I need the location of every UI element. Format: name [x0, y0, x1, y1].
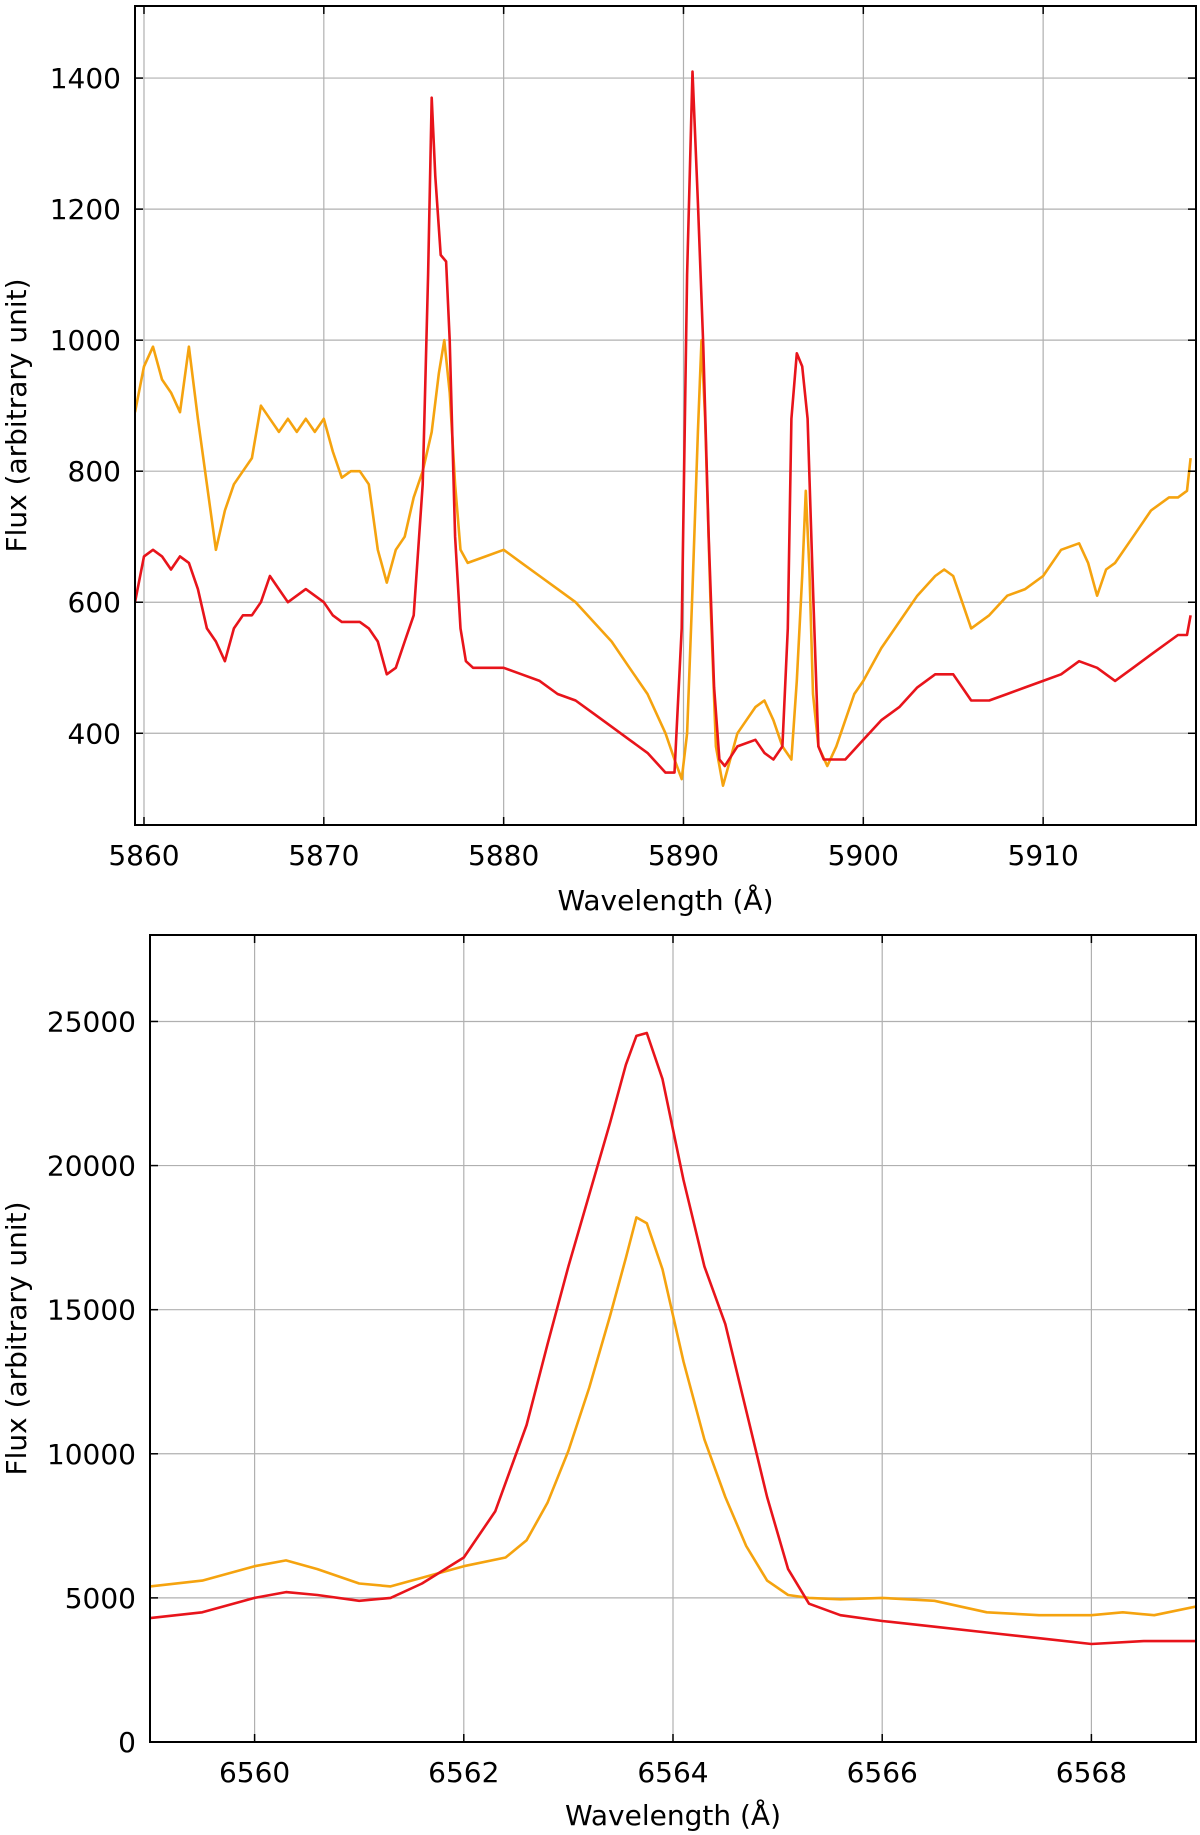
x-tick-label: 6568 [1056, 1756, 1127, 1789]
y-tick-label: 1400 [50, 62, 121, 95]
y-tick-label: 20000 [47, 1150, 136, 1183]
series-line-2 [135, 70, 1192, 774]
chart-panel-1: 5860 5870 5880 5890 5900 5910 400 600 800 1000 120… [0, 5, 1197, 917]
y-tick-label: 1000 [50, 324, 121, 357]
y-tick-label: 600 [68, 586, 121, 619]
x-tick-label: 6560 [219, 1756, 290, 1789]
x-tick-label: 5900 [828, 839, 899, 872]
y-tick-label: 800 [68, 455, 121, 488]
y-axis-label: Flux (arbitrary unit) [0, 1201, 33, 1475]
y-tick-label: 15000 [47, 1294, 136, 1327]
plot-frame [134, 5, 1197, 826]
y-tick-label: 10000 [47, 1438, 136, 1471]
chart-panel-2: 6560 6562 6564 6566 6568 0 5000 10000 15000 20000… [0, 934, 1197, 1832]
y-tick-label: 25000 [47, 1005, 136, 1038]
series-line-1 [135, 338, 1192, 787]
y-tick-label: 5000 [65, 1582, 136, 1615]
x-tick-label: 5890 [648, 839, 719, 872]
x-axis-label: Wavelength (Å) [565, 1798, 781, 1832]
y-axis-label: Flux (arbitrary unit) [0, 278, 33, 552]
x-tick-label: 6562 [428, 1756, 499, 1789]
x-tick-label: 5870 [288, 839, 359, 872]
x-tick-label: 5880 [468, 839, 539, 872]
x-tick-label: 6564 [637, 1756, 708, 1789]
x-axis-label: Wavelength (Å) [557, 883, 773, 917]
y-tick-label: 0 [118, 1726, 136, 1759]
series-line-1 [150, 1216, 1196, 1617]
y-tick-label: 400 [68, 717, 121, 750]
series-line-2 [150, 1031, 1196, 1646]
x-tick-label: 5860 [108, 839, 179, 872]
x-tick-label: 5910 [1008, 839, 1079, 872]
y-tick-label: 1200 [50, 193, 121, 226]
x-tick-label: 6566 [847, 1756, 918, 1789]
